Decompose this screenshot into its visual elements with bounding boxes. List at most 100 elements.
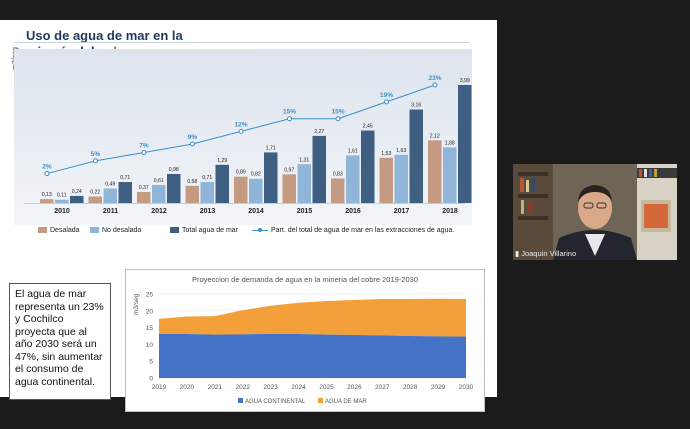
chart2-x-tick: 2028 [403, 384, 418, 391]
bar-desalada-2011 [88, 196, 102, 203]
bar-value-label: 0,58 [187, 179, 197, 185]
bar-no-desalada-2016 [346, 155, 360, 203]
bar-value-label: 2,12 [430, 133, 440, 139]
video-tile[interactable] [513, 164, 677, 260]
bar-no-desalada-2012 [152, 184, 166, 203]
summary-text: El agua de mar representa un 23% y Cochi… [15, 288, 104, 388]
bar-total-agua-de-mar-2010 [70, 195, 84, 203]
bar-value-label: 0,24 [72, 189, 82, 195]
x-tick-label: 2011 [103, 208, 118, 215]
bar-total-agua-de-mar-2012 [167, 174, 181, 203]
chart2-x-tick: 2030 [459, 384, 474, 391]
legend-item: Part. del total de agua de mar en las ex… [252, 225, 454, 237]
mic-icon: ▮ [515, 249, 522, 258]
legend-item: No desalada [90, 225, 141, 237]
presentation-slide: Uso de agua de mar en la minería del cob… [0, 20, 497, 412]
bar-value-label: 2,45 [363, 124, 373, 130]
bar-total-agua-de-mar-2013 [215, 164, 229, 203]
share-label: 2% [42, 164, 52, 171]
bar-desalada-2015 [282, 174, 296, 203]
share-label: 19% [380, 92, 393, 99]
chart2-y-tick: 0 [149, 376, 153, 383]
legend-swatch [90, 227, 99, 234]
chart2-y-tick: 25 [146, 292, 154, 299]
x-tick-label: 2018 [442, 208, 458, 215]
chart2-x-tick: 2020 [180, 384, 195, 391]
bar-value-label: 0,97 [284, 167, 294, 173]
bar-desalada-2014 [234, 176, 248, 203]
bar-value-label: 2,27 [314, 129, 324, 135]
share-point-2015 [287, 116, 292, 122]
bar-value-label: 3,99 [460, 78, 470, 84]
chart2-y-tick: 10 [146, 342, 154, 349]
chart2-legend-label: AGUA CONTINENTAL [245, 399, 306, 405]
chart1-legend: Desalada No desalada Total agua de mar Part… [38, 225, 468, 239]
chart2-ylabel: m3/seg [133, 293, 140, 315]
bar-desalada-2016 [331, 178, 345, 203]
bar-desalada-2012 [137, 192, 151, 203]
share-label: 15% [331, 109, 344, 116]
bar-value-label: 0,89 [236, 170, 246, 176]
bar-value-label: 0,13 [42, 192, 52, 198]
speaker-video-frame [513, 164, 677, 260]
chart2-y-tick: 5 [149, 359, 153, 366]
title-divider [14, 42, 469, 43]
share-point-2016 [335, 116, 341, 122]
bar-no-desalada-2015 [297, 164, 311, 203]
bar-value-label: 1,31 [299, 157, 309, 163]
share-label: 9% [188, 134, 198, 141]
legend-item: Total agua de mar [170, 225, 238, 237]
bar-value-label: 1,71 [266, 145, 276, 151]
bar-total-agua-de-mar-2017 [409, 109, 423, 203]
slide-title-line1: Uso de agua de mar en la [26, 28, 183, 43]
chart2-legend-swatch [318, 398, 323, 403]
chart2-x-tick: 2022 [235, 384, 250, 391]
bar-value-label: 1,29 [217, 158, 227, 164]
bar-total-agua-de-mar-2018 [458, 85, 472, 203]
projection-area-chart: Proyeccion de demanda de agua en la mine… [133, 275, 474, 405]
chart2-legend-label: AGUA DE MAR [325, 399, 367, 405]
bar-total-agua-de-mar-2014 [264, 152, 278, 203]
summary-textbox: El agua de mar representa un 23% y Cochi… [9, 283, 111, 400]
bar-value-label: 0,22 [90, 189, 100, 195]
participant-name: ▮ Joaquin Villarino [515, 249, 576, 258]
bar-no-desalada-2017 [394, 154, 408, 203]
chart2-y-tick: 15 [146, 325, 154, 332]
x-tick-label: 2015 [297, 208, 313, 215]
share-point-2013 [190, 141, 195, 147]
legend-label: Desalada [50, 227, 80, 234]
chart2-x-tick: 2026 [347, 384, 362, 391]
chart2-x-tick: 2025 [319, 384, 334, 391]
share-point-2010 [44, 171, 50, 177]
share-point-2014 [238, 128, 244, 134]
chart2-x-tick: 2029 [431, 384, 446, 391]
x-tick-label: 2012 [151, 208, 167, 215]
bar-value-label: 3,16 [411, 103, 421, 109]
share-label: 7% [139, 142, 149, 149]
share-point-2018 [432, 82, 438, 88]
chart2-x-tick: 2024 [291, 384, 306, 391]
legend-label: No desalada [102, 227, 142, 234]
share-label: 23% [428, 75, 441, 82]
x-tick-label: 2010 [54, 208, 70, 215]
share-point-2017 [384, 99, 389, 105]
chart2-x-tick: 2021 [208, 384, 223, 391]
legend-swatch [38, 227, 47, 234]
bar-desalada-2013 [185, 185, 199, 203]
legend-swatch [252, 226, 268, 234]
share-label: 12% [234, 121, 247, 128]
x-tick-label: 2014 [248, 208, 264, 215]
bar-value-label: 0,82 [251, 172, 261, 178]
area-agua-continental [159, 333, 466, 378]
x-tick-label: 2013 [200, 208, 216, 215]
bar-desalada-2017 [379, 157, 393, 203]
bar-value-label: 0,98 [169, 167, 179, 173]
bar-value-label: 0,71 [120, 175, 130, 181]
share-label: 15% [283, 109, 296, 116]
bar-no-desalada-2014 [249, 178, 263, 203]
bar-value-label: 0,49 [105, 182, 115, 188]
chart2-y-tick: 20 [146, 308, 154, 315]
bar-total-agua-de-mar-2011 [118, 182, 132, 203]
chart2-x-tick: 2027 [375, 384, 390, 391]
bar-total-agua-de-mar-2015 [312, 135, 326, 203]
